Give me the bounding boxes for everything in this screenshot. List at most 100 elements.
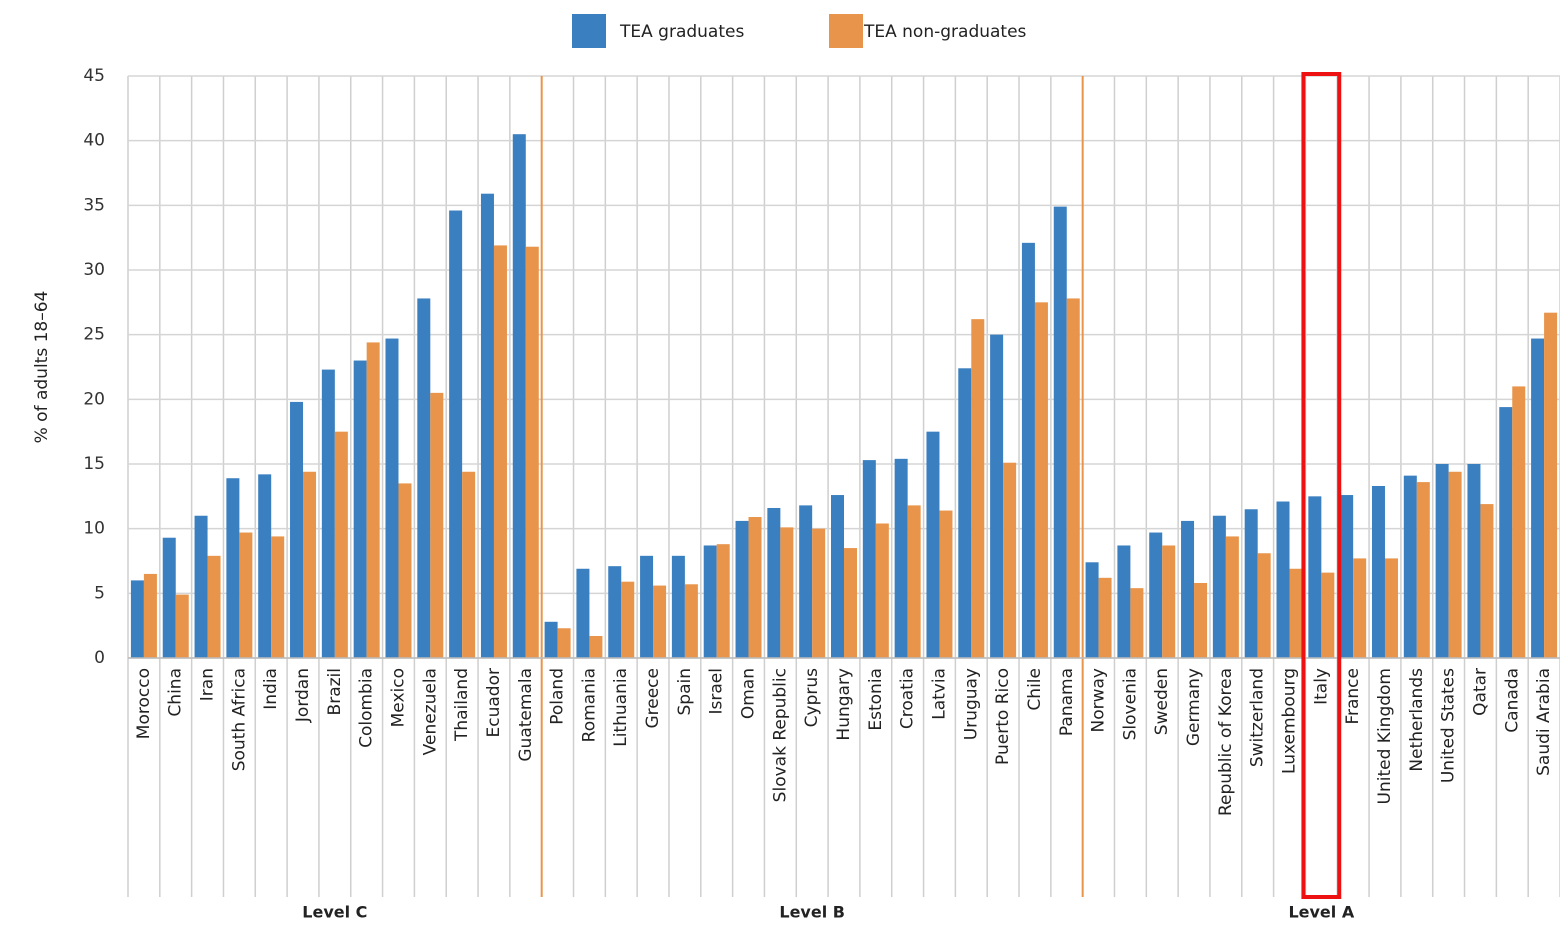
x-tick-label: Chile <box>1025 668 1045 711</box>
bar <box>1021 242 1035 658</box>
bar <box>1053 206 1067 659</box>
bar <box>303 471 317 658</box>
legend-swatch <box>829 14 863 48</box>
x-tick-label: Uruguay <box>961 668 981 740</box>
x-tick-label: Venezuela <box>420 668 440 755</box>
bar <box>875 523 889 658</box>
bar <box>417 298 431 658</box>
bar <box>1085 562 1099 658</box>
x-tick-label: Poland <box>548 668 568 725</box>
bar <box>1435 464 1449 658</box>
x-tick-label: Jordan <box>293 668 313 723</box>
bar <box>1416 482 1430 658</box>
bar <box>334 431 348 658</box>
x-tick-label: Latvia <box>929 668 949 720</box>
y-tick-label: 0 <box>94 648 105 668</box>
bar <box>1467 464 1481 658</box>
x-tick-label: Italy <box>1311 668 1331 705</box>
x-tick-label: South Africa <box>229 668 249 771</box>
x-tick-label: Thailand <box>452 668 472 742</box>
y-tick-label: 5 <box>94 583 105 603</box>
x-tick-label: China <box>166 668 186 717</box>
x-tick-label: Sweden <box>1152 668 1172 735</box>
bar <box>1321 572 1335 658</box>
y-axis-title: % of adults 18–64 <box>32 291 52 444</box>
x-tick-label: Germany <box>1184 668 1204 746</box>
bar <box>831 495 844 658</box>
bar <box>1257 553 1271 658</box>
x-tick-label: Netherlands <box>1407 668 1427 772</box>
x-tick-label: Ecuador <box>484 668 504 737</box>
bar <box>735 520 749 658</box>
x-tick-label: Colombia <box>357 668 377 748</box>
bar <box>1448 471 1462 658</box>
bar <box>175 594 189 658</box>
x-tick-label: Slovenia <box>1120 668 1140 740</box>
bar <box>1066 298 1080 658</box>
bar <box>1034 302 1048 658</box>
x-tick-label: Mexico <box>388 668 408 727</box>
x-tick-label: United Kingdom <box>1375 668 1395 804</box>
x-tick-label: Qatar <box>1470 668 1490 716</box>
y-tick-label: 25 <box>83 325 105 345</box>
bar <box>239 532 253 658</box>
x-tick-label: Iran <box>198 668 218 701</box>
bar <box>1384 558 1398 658</box>
bar <box>1480 504 1494 658</box>
legend-swatch <box>572 14 606 48</box>
bar <box>1117 545 1131 658</box>
bar <box>1308 496 1322 658</box>
bar <box>907 505 921 658</box>
x-tick-label: Guatemala <box>516 668 536 762</box>
x-tick-label: Cyprus <box>802 668 822 727</box>
bar <box>640 555 654 658</box>
bar <box>1149 532 1163 658</box>
y-tick-label: 20 <box>83 389 105 409</box>
x-tick-label: Panama <box>1057 668 1077 736</box>
bar <box>1225 536 1239 658</box>
x-tick-label: Spain <box>675 668 695 716</box>
bar <box>862 460 876 658</box>
bar <box>1512 386 1526 658</box>
x-tick-label: Hungary <box>834 668 854 741</box>
bar <box>608 566 622 658</box>
bar <box>290 401 304 658</box>
y-tick-label: 40 <box>83 131 105 151</box>
bar <box>130 580 144 658</box>
x-tick-label: France <box>1343 668 1363 725</box>
bar <box>207 555 221 658</box>
bar <box>366 342 380 658</box>
legend-label: TEA graduates <box>619 22 744 42</box>
bar <box>226 478 240 658</box>
bar <box>844 548 857 658</box>
x-tick-label: Morocco <box>134 668 154 739</box>
bar <box>493 245 507 658</box>
y-tick-label: 35 <box>83 195 105 215</box>
bar <box>1098 577 1112 658</box>
group-label: Level A <box>1288 903 1354 922</box>
bar <box>385 338 399 658</box>
bar <box>1340 495 1354 658</box>
bar <box>971 319 985 658</box>
bar <box>1194 582 1208 658</box>
bar <box>812 528 826 658</box>
group-label: Level B <box>779 903 845 922</box>
bar <box>576 568 590 658</box>
y-tick-label: 30 <box>83 260 105 280</box>
bar <box>894 458 908 658</box>
x-tick-label: Estonia <box>866 668 886 731</box>
bar <box>430 392 444 658</box>
bar <box>321 369 335 658</box>
bar <box>958 368 972 658</box>
group-label: Level C <box>302 903 367 922</box>
bar <box>671 555 685 658</box>
bar <box>512 134 526 658</box>
x-tick-label: Puerto Rico <box>993 668 1013 765</box>
bar <box>990 334 1004 658</box>
bar <box>703 545 717 658</box>
bar <box>271 536 285 658</box>
bar <box>557 628 571 658</box>
bar <box>1244 509 1258 658</box>
bar <box>1162 545 1176 658</box>
